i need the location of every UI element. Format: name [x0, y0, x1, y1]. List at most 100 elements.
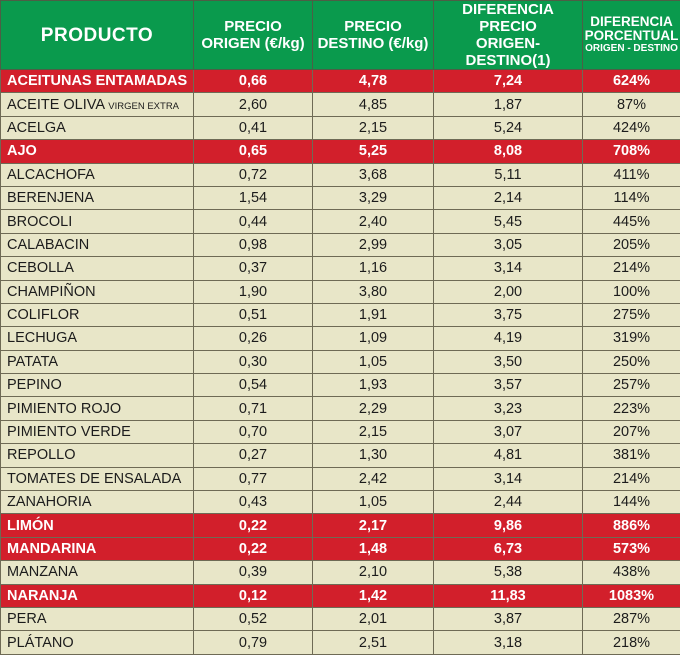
cell-diferencia: 5,24 — [434, 116, 583, 139]
cell-diferencia: 3,57 — [434, 374, 583, 397]
cell-precio-origen: 0,39 — [194, 561, 313, 584]
cell-precio-destino: 2,42 — [313, 467, 434, 490]
cell-precio-destino: 2,99 — [313, 233, 434, 256]
producto-name: PIMIENTO ROJO — [7, 401, 121, 417]
table-row: LIMÓN 0,22 2,17 9,86 886% — [1, 514, 680, 537]
header-precio-destino-line2: DESTINO (€/kg) — [318, 35, 429, 52]
cell-producto: TOMATES DE ENSALADA — [1, 467, 194, 490]
cell-producto: ALCACHOFA — [1, 163, 194, 186]
cell-diferencia: 9,86 — [434, 514, 583, 537]
header-porcentual-line1: DIFERENCIA — [590, 14, 673, 29]
header-precio-destino: PRECIO DESTINO (€/kg) — [313, 1, 434, 70]
header-precio-origen: PRECIO ORIGEN (€/kg) — [194, 1, 313, 70]
table-row: CALABACIN 0,98 2,99 3,05 205% — [1, 233, 680, 256]
cell-precio-destino: 1,42 — [313, 584, 434, 607]
table-row: AJO 0,65 5,25 8,08 708% — [1, 140, 680, 163]
cell-precio-destino: 4,85 — [313, 93, 434, 116]
cell-diferencia: 3,05 — [434, 233, 583, 256]
cell-porcentaje: 205% — [583, 233, 680, 256]
cell-porcentaje: 223% — [583, 397, 680, 420]
cell-producto: BERENJENA — [1, 186, 194, 209]
table-row: ACEITE OLIVA VIRGEN EXTRA 2,60 4,85 1,87… — [1, 93, 680, 116]
cell-producto: PEPINO — [1, 374, 194, 397]
table-row: MANDARINA 0,22 1,48 6,73 573% — [1, 537, 680, 560]
producto-name: ACEITE OLIVA — [7, 97, 108, 113]
cell-producto: PIMIENTO VERDE — [1, 420, 194, 443]
table-row: BROCOLI 0,44 2,40 5,45 445% — [1, 210, 680, 233]
cell-porcentaje: 207% — [583, 420, 680, 443]
producto-name: COLIFLOR — [7, 307, 80, 323]
cell-producto: CALABACIN — [1, 233, 194, 256]
cell-diferencia: 1,87 — [434, 93, 583, 116]
cell-producto: BROCOLI — [1, 210, 194, 233]
cell-porcentaje: 214% — [583, 467, 680, 490]
producto-name: PATATA — [7, 354, 58, 370]
table-row: COLIFLOR 0,51 1,91 3,75 275% — [1, 303, 680, 326]
cell-diferencia: 3,18 — [434, 631, 583, 654]
producto-name: NARANJA — [7, 588, 78, 604]
table-row: CHAMPIÑON 1,90 3,80 2,00 100% — [1, 280, 680, 303]
producto-name: TOMATES DE ENSALADA — [7, 471, 181, 487]
cell-precio-destino: 3,68 — [313, 163, 434, 186]
cell-diferencia: 3,87 — [434, 607, 583, 630]
cell-precio-destino: 1,05 — [313, 350, 434, 373]
table-row: ACEITUNAS ENTAMADAS 0,66 4,78 7,24 624% — [1, 70, 680, 93]
cell-producto: MANDARINA — [1, 537, 194, 560]
cell-precio-origen: 0,79 — [194, 631, 313, 654]
producto-extra: VIRGEN EXTRA — [108, 101, 179, 112]
producto-name: PERA — [7, 611, 47, 627]
header-diferencia-line2: ORIGEN-DESTINO(1) — [465, 35, 550, 69]
producto-name: REPOLLO — [7, 447, 76, 463]
header-producto: PRODUCTO — [1, 1, 194, 70]
cell-producto: LIMÓN — [1, 514, 194, 537]
producto-name: MANDARINA — [7, 541, 96, 557]
cell-diferencia: 2,14 — [434, 186, 583, 209]
header-porcentual-line3: ORIGEN - DESTINO — [583, 43, 680, 55]
cell-diferencia: 5,45 — [434, 210, 583, 233]
cell-porcentaje: 573% — [583, 537, 680, 560]
cell-porcentaje: 424% — [583, 116, 680, 139]
cell-porcentaje: 144% — [583, 491, 680, 514]
header-diferencia-line1: DIFERENCIA PRECIO — [462, 1, 554, 35]
cell-diferencia: 3,23 — [434, 397, 583, 420]
cell-precio-origen: 0,77 — [194, 467, 313, 490]
table-row: TOMATES DE ENSALADA 0,77 2,42 3,14 214% — [1, 467, 680, 490]
cell-precio-destino: 2,01 — [313, 607, 434, 630]
cell-precio-origen: 0,54 — [194, 374, 313, 397]
producto-name: BERENJENA — [7, 190, 94, 206]
cell-precio-destino: 1,16 — [313, 257, 434, 280]
cell-producto: PATATA — [1, 350, 194, 373]
cell-porcentaje: 275% — [583, 303, 680, 326]
cell-diferencia: 2,44 — [434, 491, 583, 514]
producto-name: CALABACIN — [7, 237, 89, 253]
cell-producto: CEBOLLA — [1, 257, 194, 280]
cell-precio-origen: 0,43 — [194, 491, 313, 514]
table-row: PATATA 0,30 1,05 3,50 250% — [1, 350, 680, 373]
cell-precio-destino: 1,48 — [313, 537, 434, 560]
header-precio-origen-line1: PRECIO — [224, 18, 282, 35]
cell-diferencia: 5,38 — [434, 561, 583, 584]
cell-producto: MANZANA — [1, 561, 194, 584]
producto-name: BROCOLI — [7, 214, 72, 230]
cell-diferencia: 4,81 — [434, 444, 583, 467]
cell-porcentaje: 250% — [583, 350, 680, 373]
producto-name: PLÁTANO — [7, 635, 74, 651]
cell-diferencia: 8,08 — [434, 140, 583, 163]
cell-precio-destino: 1,91 — [313, 303, 434, 326]
cell-precio-origen: 0,71 — [194, 397, 313, 420]
header-diferencia-porcentual: DIFERENCIA PORCENTUAL ORIGEN - DESTINO — [583, 1, 680, 70]
cell-porcentaje: 100% — [583, 280, 680, 303]
cell-precio-destino: 3,29 — [313, 186, 434, 209]
producto-name: MANZANA — [7, 564, 78, 580]
table-row: PIMIENTO VERDE 0,70 2,15 3,07 207% — [1, 420, 680, 443]
cell-producto: ACEITE OLIVA VIRGEN EXTRA — [1, 93, 194, 116]
cell-producto: PERA — [1, 607, 194, 630]
table-row: PLÁTANO 0,79 2,51 3,18 218% — [1, 631, 680, 654]
table-row: CEBOLLA 0,37 1,16 3,14 214% — [1, 257, 680, 280]
cell-producto: PLÁTANO — [1, 631, 194, 654]
cell-diferencia: 3,07 — [434, 420, 583, 443]
cell-precio-destino: 1,09 — [313, 327, 434, 350]
cell-porcentaje: 87% — [583, 93, 680, 116]
producto-name: CHAMPIÑON — [7, 284, 96, 300]
cell-precio-origen: 0,37 — [194, 257, 313, 280]
